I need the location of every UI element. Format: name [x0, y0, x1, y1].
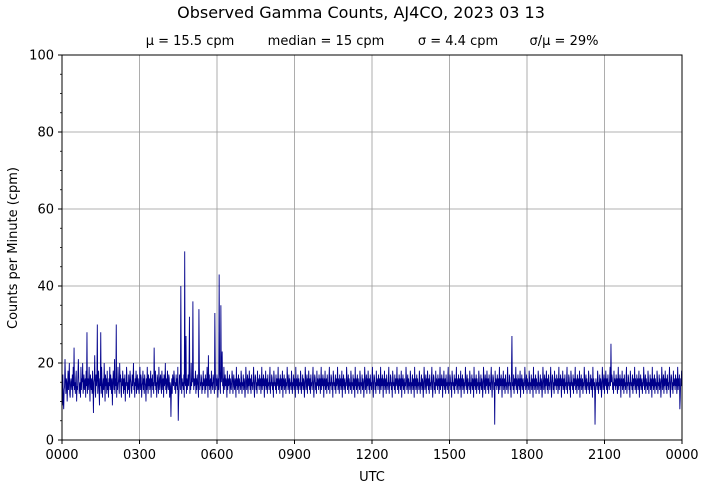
x-tick-label: 2100: [588, 448, 621, 463]
stat-mean: μ = 15.5 cpm: [146, 34, 235, 49]
x-tick-label: 0600: [200, 448, 233, 463]
x-tick-label: 0300: [123, 448, 156, 463]
x-tick-label: 0000: [665, 448, 698, 463]
y-tick-label: 20: [37, 357, 54, 372]
x-axis-label: UTC: [359, 470, 385, 485]
x-tick-label: 1500: [433, 448, 466, 463]
stat-sigma: σ = 4.4 cpm: [418, 34, 498, 49]
axis-ticks: 0000 0300 0600 0900 1200 1500 1800 2100 00000204…: [29, 49, 698, 464]
x-tick-label: 0900: [278, 448, 311, 463]
x-tick-label: 1800: [510, 448, 543, 463]
y-tick-label: 80: [37, 126, 54, 141]
y-tick-label: 60: [37, 203, 54, 218]
gamma-count-series-line: [61, 251, 683, 425]
y-tick-label: 100: [29, 49, 54, 64]
y-tick-label: 40: [37, 280, 54, 295]
chart-title: Observed Gamma Counts, AJ4CO, 2023 03 13: [177, 3, 545, 22]
x-tick-label: 1200: [355, 448, 388, 463]
y-tick-label: 0: [46, 434, 54, 449]
stat-median: median = 15 cpm: [268, 34, 385, 49]
x-tick-label: 0000: [45, 448, 78, 463]
stat-cv: σ/μ = 29%: [530, 34, 599, 49]
series-layer: [61, 251, 683, 425]
y-axis-label: Counts per Minute (cpm): [6, 167, 21, 329]
